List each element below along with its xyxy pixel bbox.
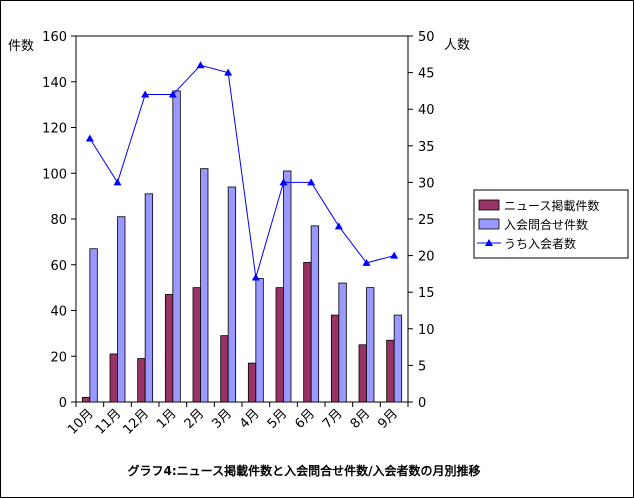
x-tick-label: 11月 — [93, 406, 124, 437]
bar-news — [137, 358, 146, 403]
right-tick-label: 15 — [418, 286, 435, 301]
right-tick-label: 35 — [418, 140, 435, 155]
line-marker — [85, 134, 94, 142]
bar-inquiry — [117, 216, 126, 403]
bar-news — [109, 353, 118, 403]
left-tick-label: 100 — [42, 167, 67, 182]
right-tick-label: 50 — [418, 30, 435, 45]
bar-inquiry — [200, 168, 209, 403]
x-tick-label: 3月 — [209, 406, 235, 432]
x-tick-label: 2月 — [182, 406, 208, 432]
bar-inquiry — [144, 193, 154, 403]
legend-label-inquiry: 入会問合せ件数 — [504, 217, 588, 232]
line-marker — [251, 273, 260, 281]
line-marker — [334, 222, 343, 230]
bar-news — [386, 339, 395, 403]
x-tick-label: 5月 — [265, 406, 291, 432]
left-tick-label: 20 — [50, 350, 67, 365]
legend-swatch-news — [478, 199, 500, 211]
left-tick-label: 40 — [50, 305, 67, 320]
bar-inquiry — [172, 90, 181, 403]
bar-news — [220, 335, 229, 403]
line-marker — [196, 61, 205, 69]
bar-news — [164, 294, 174, 403]
left-tick-label: 120 — [42, 122, 67, 137]
bar-inquiry — [89, 248, 98, 403]
bar-news — [330, 314, 340, 403]
line-marker — [141, 90, 150, 98]
right-tick-label: 25 — [418, 213, 435, 228]
left-tick-label: 0 — [59, 396, 67, 411]
right-axis-label: 人数 — [444, 38, 470, 53]
legend-swatch-inquiry — [478, 218, 500, 230]
line-marker — [168, 90, 177, 98]
right-tick-label: 30 — [418, 176, 435, 191]
x-tick-label: 10月 — [65, 406, 96, 437]
line-marker — [113, 178, 122, 186]
right-tick-label: 0 — [418, 396, 426, 411]
left-tick-label: 80 — [50, 213, 67, 228]
bar-inquiry — [310, 225, 320, 403]
line-marker — [362, 258, 371, 266]
bar-inquiry — [255, 278, 264, 403]
line-marker — [279, 178, 288, 186]
left-tick-label: 160 — [42, 30, 67, 45]
x-tick-label: 8月 — [348, 406, 374, 432]
x-tick-label: 9月 — [375, 406, 401, 432]
left-axis-label: 件数 — [8, 39, 34, 54]
right-tick-label: 5 — [418, 359, 426, 374]
plot-area — [75, 35, 409, 403]
chart-title: グラフ4:ニュース掲載件数と入会問合せ件数/入会者数の月別推移 — [128, 463, 481, 478]
legend-box — [473, 189, 629, 259]
legend-label-members: うち入会者数 — [504, 236, 576, 251]
bar-news — [358, 344, 367, 403]
right-tick-label: 40 — [418, 103, 435, 118]
left-tick-label: 60 — [50, 259, 67, 274]
bar-inquiry — [227, 186, 237, 403]
x-tick-label: 4月 — [237, 406, 263, 432]
bar-news — [275, 287, 284, 403]
x-tick-label: 6月 — [292, 406, 318, 432]
legend-label-news: ニュース掲載件数 — [504, 198, 599, 213]
bar-news — [192, 287, 201, 403]
bar-news — [247, 362, 257, 403]
right-tick-label: 20 — [418, 250, 435, 265]
left-tick-label: 140 — [42, 76, 67, 91]
bar-news — [81, 397, 91, 403]
bar-inquiry — [366, 287, 375, 403]
line-members — [89, 64, 395, 278]
right-tick-label: 10 — [418, 323, 435, 338]
bar-news — [303, 262, 312, 403]
bar-inquiry — [338, 282, 347, 403]
x-tick-label: 1月 — [154, 406, 180, 432]
line-marker — [390, 251, 399, 259]
x-tick-label: 12月 — [120, 406, 151, 437]
bar-inquiry — [283, 170, 292, 403]
x-tick-label: 7月 — [320, 406, 346, 432]
line-marker — [307, 178, 316, 186]
legend-marker-members — [485, 239, 493, 246]
right-tick-label: 45 — [418, 67, 435, 82]
line-marker — [224, 68, 233, 76]
bar-inquiry — [393, 314, 403, 403]
